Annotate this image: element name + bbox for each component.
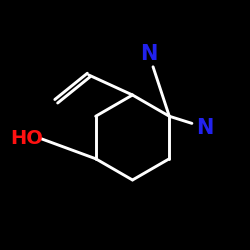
Text: HO: HO	[10, 129, 43, 148]
Text: N: N	[140, 44, 158, 64]
Text: N: N	[196, 118, 214, 138]
